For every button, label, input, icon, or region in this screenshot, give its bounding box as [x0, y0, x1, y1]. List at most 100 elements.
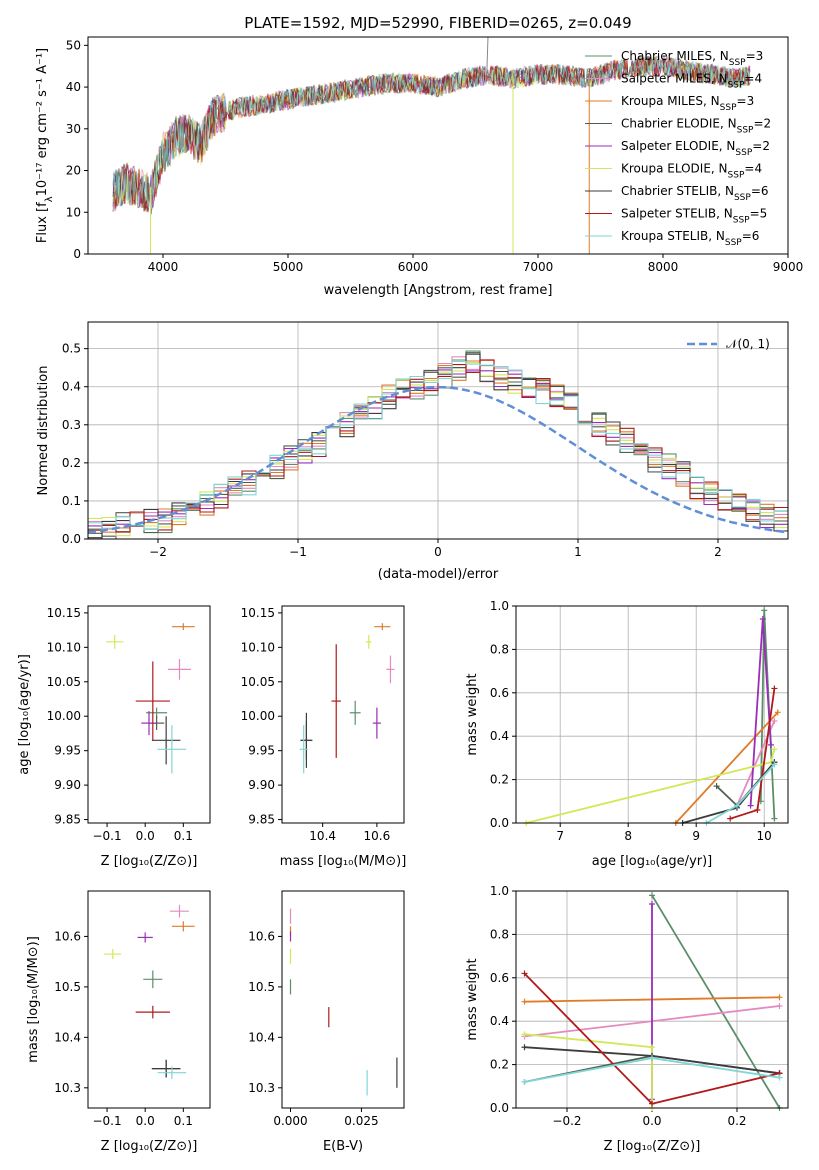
weight-vs-Z-xtick-label: −0.2 [552, 1114, 581, 1128]
spectrum-ytick-label: 50 [66, 38, 81, 52]
residuals-xtick-label: 0 [434, 545, 442, 559]
mass-vs-Z-ytick-label: 10.4 [54, 1030, 81, 1044]
spectrum-xtick-label: 4000 [148, 260, 179, 274]
weight-vs-Z-ytick-label: 1.0 [490, 884, 509, 898]
weight-vs-age-ytick-label: 0.2 [490, 773, 509, 787]
mass-vs-Z-xtick-label: −0.1 [92, 1114, 121, 1128]
legend-label: Kroupa STELIB, NSSP=6 [621, 229, 759, 248]
age-vs-mass-ytick-label: 10.10 [241, 640, 275, 654]
residuals-xtick-label: −1 [289, 545, 307, 559]
residuals-ytick-label: 0.1 [62, 494, 81, 508]
residual-histogram [88, 360, 788, 531]
legend-label: Salpeter ELODIE, NSSP=2 [621, 139, 770, 158]
spectrum-xlabel: wavelength [Angstrom, rest frame] [324, 283, 553, 298]
spectrum-ytick-label: 20 [66, 164, 81, 178]
mass-vs-Z-ylabel: mass [log₁₀(M/M⊙)] [26, 936, 41, 1063]
weight-vs-Z-marker [649, 901, 655, 908]
weight-vs-age-marker [771, 746, 778, 753]
age-vs-mass-ytick-label: 10.00 [241, 709, 275, 723]
weight-vs-age-marker [768, 741, 774, 748]
spectrum-spike [486, 36, 489, 75]
weight-vs-age-marker [771, 685, 778, 692]
mass-vs-Z-xtick-label: 0.0 [136, 1114, 155, 1128]
weight-vs-age-series [523, 607, 781, 826]
weight-vs-Z-marker [521, 1078, 528, 1085]
age-vs-mass-xtick-label: 10.6 [364, 829, 391, 843]
residuals-frame [87, 321, 789, 540]
mass-vs-Z-points [104, 904, 195, 1079]
weight-vs-Z-ytick-label: 0.8 [490, 927, 509, 941]
residual-histogram [88, 352, 788, 537]
figure-title: PLATE=1592, MJD=52990, FIBERID=0265, z=0… [244, 14, 631, 32]
mass-vs-ebv-frame [281, 890, 405, 1109]
legend-label: Kroupa ELODIE, NSSP=4 [621, 162, 762, 181]
weight-vs-Z-ytick-label: 0.0 [490, 1101, 509, 1115]
mass-vs-Z-xlabel: Z [log₁₀(Z/Z⊙)] [101, 1139, 198, 1154]
weight-vs-age-ytick-label: 0.4 [490, 729, 509, 743]
weight-vs-Z-marker [521, 970, 528, 977]
weight-vs-Z-frame [515, 890, 789, 1109]
residuals-xlabel: (data-model)/error [378, 567, 499, 582]
age-vs-Z-points [106, 623, 195, 774]
age-vs-Z-ytick-label: 9.90 [54, 778, 81, 792]
age-vs-Z-ytick-label: 10.00 [47, 709, 81, 723]
spectrum-xtick-label: 9000 [773, 260, 804, 274]
residual-histogram [88, 353, 788, 539]
spectrum-ytick-label: 10 [66, 205, 81, 219]
weight-vs-age-ytick-label: 0.0 [490, 816, 509, 830]
weight-vs-Z-marker [776, 1074, 783, 1081]
age-vs-Z-xtick-label: 0.0 [136, 829, 155, 843]
weight-vs-age-ytick-label: 0.6 [490, 686, 509, 700]
spectrum-ylabel: Flux [fλ10⁻¹⁷ erg cm⁻² s⁻¹ A⁻¹] [35, 48, 55, 243]
weight-vs-Z-series [521, 892, 783, 1111]
mass-vs-ebv-ytick-label: 10.4 [248, 1030, 275, 1044]
legend-label: Chabrier ELODIE, NSSP=2 [621, 117, 771, 136]
weight-vs-age-line [675, 711, 779, 824]
mass-vs-ebv-ytick-label: 10.3 [248, 1081, 275, 1095]
weight-vs-Z-marker [649, 892, 655, 899]
weight-vs-Z-ytick-label: 0.6 [490, 971, 509, 985]
mass-vs-Z-frame [87, 890, 211, 1109]
age-vs-mass-xlabel: mass [log₁₀(M/M⊙)] [280, 854, 407, 869]
weight-vs-age-ytick-label: 0.8 [490, 642, 509, 656]
legend-label: Kroupa MILES, NSSP=3 [621, 94, 754, 113]
age-vs-Z-xtick-label: −0.1 [92, 829, 121, 843]
weight-vs-Z-marker [521, 998, 528, 1005]
mass-vs-ebv-ytick-label: 10.5 [248, 980, 275, 994]
spectrum-xtick-label: 7000 [523, 260, 554, 274]
mass-vs-ebv-ytick-label: 10.6 [248, 929, 275, 943]
weight-vs-age-marker [759, 616, 766, 623]
age-vs-mass-ytick-label: 9.95 [248, 744, 275, 758]
weight-vs-Z-marker [776, 1003, 783, 1010]
weight-vs-age-marker [727, 815, 734, 822]
spectrum-xtick-label: 6000 [398, 260, 429, 274]
weight-vs-age-frame [515, 605, 789, 824]
weight-vs-Z-marker [776, 994, 783, 1001]
weight-vs-age-ytick-label: 1.0 [490, 599, 509, 613]
mass-vs-ebv-xtick-label: 0.000 [273, 1114, 307, 1128]
mass-vs-ebv-xtick-label: 0.025 [344, 1114, 378, 1128]
age-vs-mass-points [299, 623, 395, 774]
weight-vs-age-xtick-label: 7 [556, 829, 564, 843]
weight-vs-age-line [525, 748, 776, 824]
age-vs-Z-ytick-label: 10.05 [47, 675, 81, 689]
age-vs-Z-ytick-label: 9.95 [54, 744, 81, 758]
weight-vs-Z-marker [649, 1100, 655, 1107]
weight-vs-age-marker [761, 607, 768, 614]
weight-vs-Z-xlabel: Z [log₁₀(Z/Z⊙)] [604, 1139, 701, 1154]
spectrum-ytick-label: 40 [66, 80, 81, 94]
weight-vs-Z-xtick-label: 0.0 [642, 1114, 661, 1128]
weight-vs-age-xlabel: age [log₁₀(age/yr)] [592, 854, 713, 869]
mass-vs-Z-ytick-label: 10.3 [54, 1081, 81, 1095]
weight-vs-Z-marker [521, 1044, 528, 1051]
spectrum-line [112, 55, 751, 213]
residual-histogram [88, 359, 788, 533]
residuals-xtick-label: 1 [574, 545, 582, 559]
spectrum-ytick-label: 0 [73, 247, 81, 261]
age-vs-mass-ytick-label: 10.15 [241, 606, 275, 620]
weight-vs-age-xtick-label: 10 [757, 829, 772, 843]
weight-vs-age-marker [771, 815, 778, 822]
weight-vs-age-marker [713, 783, 720, 790]
mass-vs-ebv-points [289, 908, 398, 1096]
